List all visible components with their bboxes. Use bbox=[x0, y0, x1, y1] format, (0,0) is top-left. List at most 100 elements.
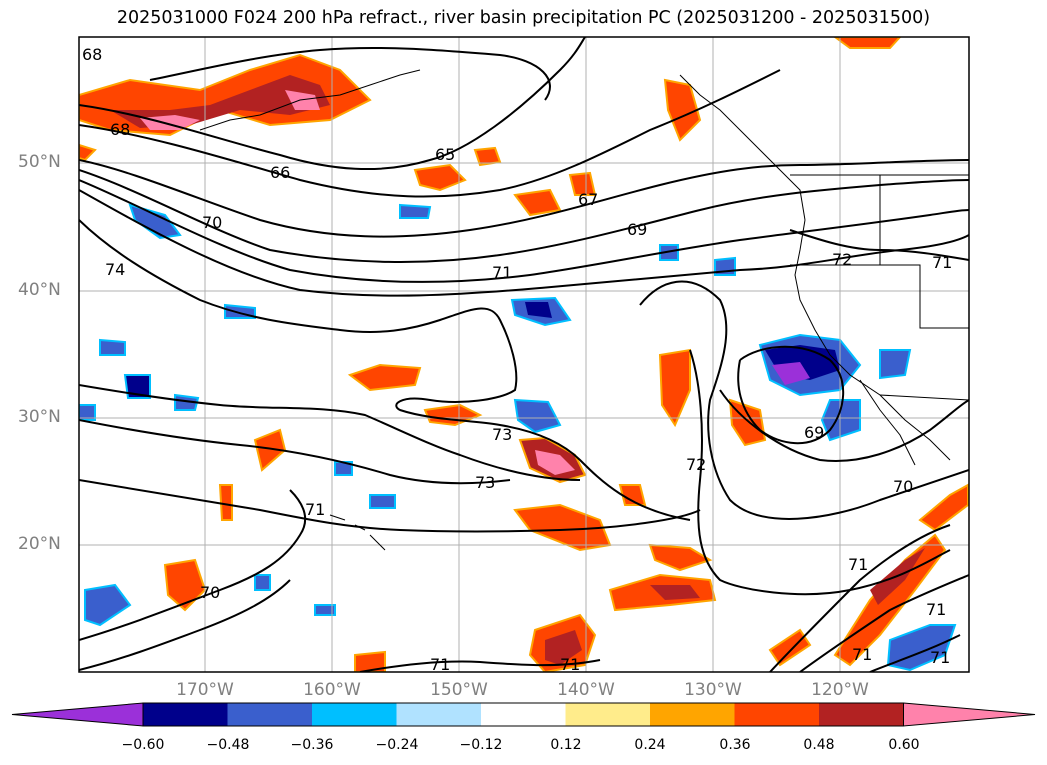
longitude-label: 140°W bbox=[557, 680, 615, 700]
precip-region-s3-core bbox=[650, 585, 700, 600]
longitude-label: 120°W bbox=[811, 680, 869, 700]
contour-label: 71 bbox=[430, 655, 450, 674]
graticule bbox=[79, 37, 969, 672]
contour-line bbox=[79, 489, 307, 641]
colorbar-tick-label: 0.60 bbox=[888, 737, 920, 753]
contour-label: 71 bbox=[852, 645, 872, 664]
coast-alaska bbox=[199, 69, 421, 131]
longitude-label: 150°W bbox=[430, 680, 488, 700]
contour-label: 67 bbox=[578, 190, 598, 209]
colorbar-tick-label: 0.36 bbox=[719, 737, 751, 753]
precip-region-s2 bbox=[648, 543, 713, 572]
precip-region-n2 bbox=[473, 146, 502, 167]
contour-label: 71 bbox=[560, 655, 580, 674]
colorbar-extend-max bbox=[903, 702, 1036, 727]
contour-line bbox=[789, 229, 969, 261]
longitude-label: 170°W bbox=[176, 680, 234, 700]
precip-region-c8 bbox=[218, 484, 233, 521]
precip-region-s4-core bbox=[545, 630, 582, 665]
precip-region-neg-west-3 bbox=[99, 338, 126, 356]
precip-region-neg-east-3 bbox=[879, 349, 912, 380]
map-panel: 68 68 66 65 67 69 70 71 74 72 73 73 72 6… bbox=[78, 36, 970, 674]
colorbar-segment bbox=[396, 703, 481, 726]
latitude-label: 40°N bbox=[18, 280, 61, 300]
refractivity-contours bbox=[79, 37, 969, 672]
contour-label: 71 bbox=[492, 263, 512, 282]
colorbar-segment bbox=[312, 703, 397, 726]
contour-label: 73 bbox=[492, 425, 512, 444]
contour-label: 70 bbox=[893, 477, 913, 496]
colorbar-tick-label: −0.60 bbox=[121, 737, 165, 753]
contour-label: 70 bbox=[202, 213, 222, 232]
colorbar-segment bbox=[565, 703, 650, 726]
precip-region-neg-mid-3-core bbox=[525, 302, 552, 318]
contour-line bbox=[79, 219, 691, 521]
colorbar-tick-label: −0.48 bbox=[206, 737, 250, 753]
contour-label: 74 bbox=[105, 260, 125, 279]
contour-line bbox=[79, 479, 701, 533]
precip-region-aleutian-core bbox=[110, 75, 330, 128]
precip-region-c7 bbox=[618, 484, 647, 506]
precip-region-s5 bbox=[354, 650, 386, 672]
precip-region-c3-peak bbox=[535, 450, 575, 475]
precip-region-neg-west-6 bbox=[79, 404, 96, 421]
precip-region-nw-coast bbox=[663, 78, 702, 142]
precip-region-c4 bbox=[658, 348, 691, 428]
precip-region-left-edge bbox=[79, 143, 97, 162]
colorbar-tick-label: −0.24 bbox=[375, 737, 419, 753]
precip-region-top-right bbox=[833, 37, 902, 49]
contour-label-layer: 68 68 66 65 67 69 70 71 74 72 73 73 72 6… bbox=[82, 45, 952, 674]
colorbar-segment bbox=[734, 703, 819, 726]
contour-label: 65 bbox=[435, 145, 455, 164]
contour-line bbox=[799, 574, 969, 672]
latitude-label: 20°N bbox=[18, 534, 61, 554]
precip-region-neg-mid-4 bbox=[513, 398, 562, 434]
contour-label: 73 bbox=[475, 473, 495, 492]
colorbar-segment bbox=[143, 703, 228, 726]
contour-label: 71 bbox=[932, 253, 952, 272]
border-state-1 bbox=[790, 264, 969, 329]
contour-line bbox=[359, 659, 601, 672]
colorbar-tick-label: −0.12 bbox=[459, 737, 503, 753]
contour-label: 68 bbox=[82, 45, 102, 64]
precip-region-neg-east-1-peak bbox=[772, 362, 810, 385]
contour-label: 71 bbox=[926, 600, 946, 619]
colorbar-segment bbox=[227, 703, 312, 726]
coast-us-west bbox=[794, 219, 951, 461]
colorbar-segments bbox=[11, 702, 1036, 727]
contour-line bbox=[869, 634, 961, 672]
contour-label: 69 bbox=[627, 220, 647, 239]
longitude-label: 160°W bbox=[303, 680, 361, 700]
contour-line bbox=[79, 69, 781, 198]
precip-region-neg-s1 bbox=[254, 574, 271, 591]
contour-line bbox=[769, 524, 951, 672]
precip-region-neg-mid-5 bbox=[369, 494, 396, 509]
colorbar-outline bbox=[142, 702, 904, 727]
contour-label: 72 bbox=[832, 250, 852, 269]
precip-region-neg-west-5 bbox=[174, 393, 200, 411]
precip-region-neg-mid-6 bbox=[334, 461, 353, 476]
contour-line bbox=[79, 384, 581, 481]
colorbar-tick-label: −0.36 bbox=[290, 737, 334, 753]
precip-region-c5 bbox=[728, 398, 767, 447]
contour-line bbox=[79, 159, 969, 238]
colorbar-tick-label: 0.48 bbox=[803, 737, 835, 753]
coast-baja bbox=[859, 379, 916, 466]
contour-label: 71 bbox=[848, 555, 868, 574]
precip-region-neg-west-2 bbox=[123, 374, 151, 399]
contour-line bbox=[79, 189, 969, 297]
colorbar-tick-label: 0.24 bbox=[634, 737, 666, 753]
contour-label: 71 bbox=[930, 648, 950, 667]
contour-line bbox=[79, 169, 969, 263]
contour-label: 69 bbox=[804, 423, 824, 442]
coastlines bbox=[199, 69, 969, 551]
border-us-mexico bbox=[879, 394, 969, 401]
map-title: 2025031000 F024 200 hPa refract., river … bbox=[116, 8, 931, 28]
latitude-label: 50°N bbox=[18, 152, 61, 172]
precip-region-neg-mid-1 bbox=[399, 203, 432, 219]
contour-label: 66 bbox=[270, 163, 290, 182]
precip-region-aleutian-peak bbox=[140, 115, 200, 130]
precip-region-neg-east-2 bbox=[820, 399, 861, 442]
contour-line bbox=[79, 579, 291, 671]
contour-line bbox=[689, 349, 951, 596]
